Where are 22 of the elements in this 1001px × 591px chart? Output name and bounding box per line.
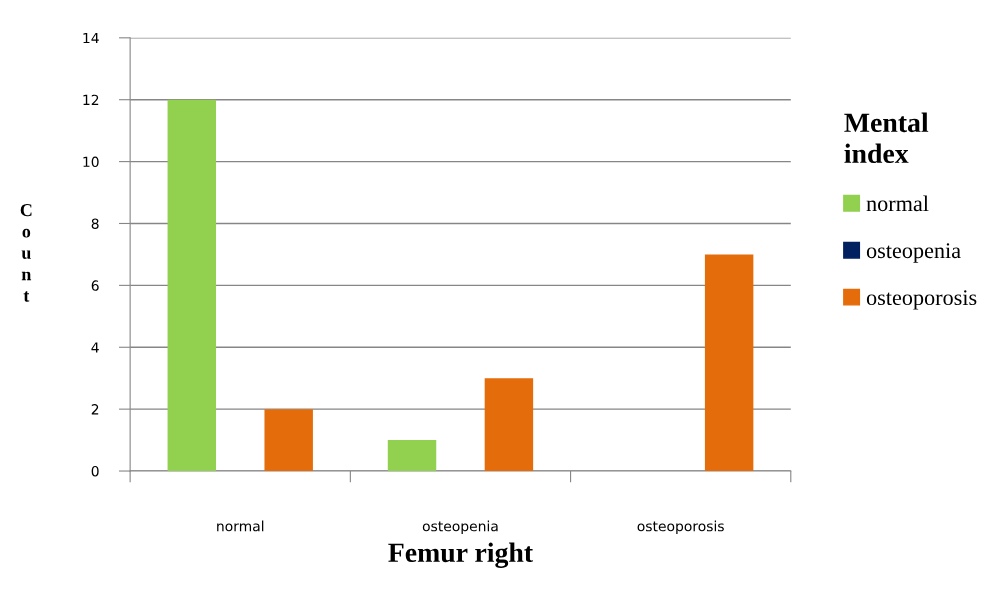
bar: [704, 254, 754, 472]
x-tick-label: osteopenia: [422, 520, 498, 535]
y-tick-label: 14: [83, 32, 99, 44]
y-tick-label: 12: [83, 94, 99, 105]
bar: [387, 440, 437, 472]
y-axis-title: Count: [20, 204, 32, 302]
bar: [264, 409, 313, 472]
legend-label: osteoporosis: [866, 290, 977, 310]
y-tick-label: 10: [83, 156, 99, 168]
y-tick-label: 8: [91, 218, 99, 229]
bar: [484, 378, 534, 472]
y-tick-label: 2: [91, 404, 99, 415]
y-tick-label: 6: [91, 280, 99, 291]
x-tick-label: osteoporosis: [637, 520, 724, 535]
bar: [167, 99, 217, 472]
y-tick-label: 0: [91, 466, 99, 477]
y-tick-label: 4: [91, 342, 99, 353]
legend-label: normal: [866, 195, 929, 212]
legend-title: Mental index: [844, 112, 929, 164]
x-tick-label: normal: [217, 520, 264, 532]
x-axis-title: Femur right: [388, 542, 533, 568]
legend-label: osteopenia: [866, 243, 961, 263]
